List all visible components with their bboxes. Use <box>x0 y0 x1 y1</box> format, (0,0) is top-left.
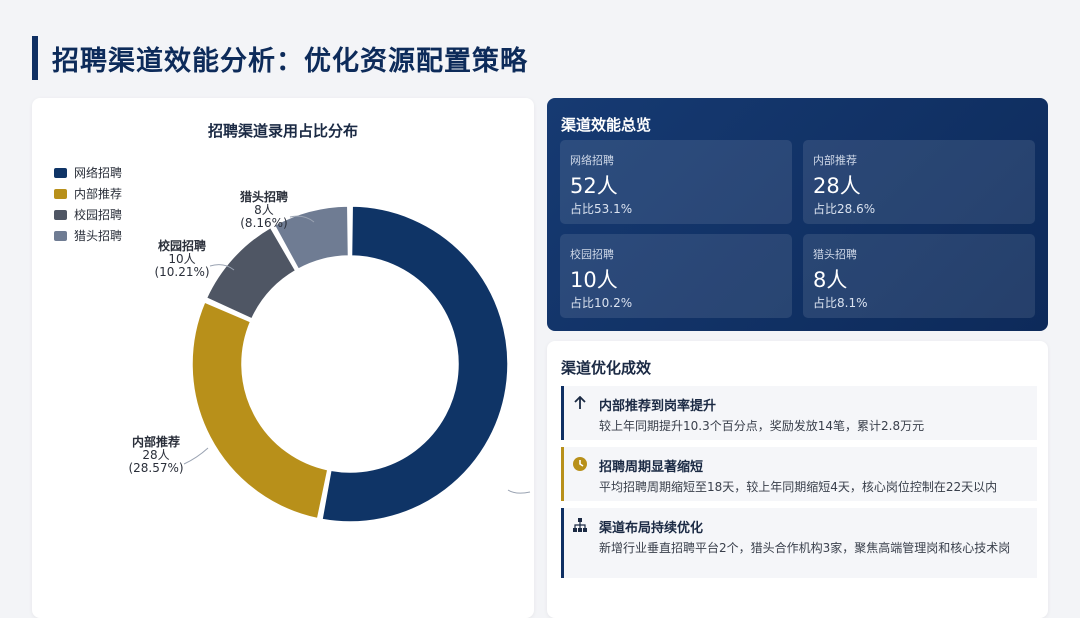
stat-label: 猎头招聘 <box>813 248 857 261</box>
result-description: 平均招聘周期缩短至18天，较上年同期缩短4天，核心岗位控制在22天以内 <box>599 480 998 494</box>
result-heading: 招聘周期显著缩短 <box>599 460 704 475</box>
stat-value: 8人 <box>813 268 848 292</box>
overview-card: 渠道效能总览 网络招聘 52人 占比53.1% 内部推荐 28人 占比28.6%… <box>547 98 1048 331</box>
donut-slice-referral[interactable] <box>191 301 329 520</box>
stat-value: 28人 <box>813 174 861 198</box>
arrow-up-icon <box>572 395 588 411</box>
legend-label: 网络招聘 <box>74 166 123 180</box>
result-heading: 内部推荐到岗率提升 <box>599 399 717 414</box>
stat-box-headhunter: 猎头招聘 8人 占比8.1% <box>803 234 1035 318</box>
stat-box-referral: 内部推荐 28人 占比28.6% <box>803 140 1035 224</box>
chart-legend: 网络招聘 内部推荐 校园招聘 猎头招聘 <box>54 162 122 246</box>
legend-item-network[interactable]: 网络招聘 <box>54 162 122 183</box>
stat-label: 校园招聘 <box>570 248 614 261</box>
leader-line-network <box>507 489 531 494</box>
stat-percent: 占比8.1% <box>813 296 868 310</box>
data-label: 内部推荐 28人(28.57%) <box>128 434 183 475</box>
leader-line <box>209 264 235 271</box>
donut-slice-campus[interactable] <box>205 226 297 320</box>
stat-box-campus: 校园招聘 10人 占比10.2% <box>560 234 792 318</box>
leader-line <box>183 447 209 465</box>
title-accent-bar <box>32 36 38 80</box>
leader-line <box>289 215 315 223</box>
stat-value: 52人 <box>570 174 618 198</box>
stat-box-network: 网络招聘 52人 占比53.1% <box>560 140 792 224</box>
results-title: 渠道优化成效 <box>561 359 652 377</box>
legend-swatch-campus <box>54 209 67 220</box>
network-icon <box>572 517 588 533</box>
stat-percent: 占比28.6% <box>813 202 876 216</box>
legend-swatch-referral <box>54 188 67 199</box>
donut-slice-headhunter[interactable] <box>273 205 350 271</box>
data-label: 猎头招聘 8人(8.16%) <box>240 189 288 230</box>
legend-item-referral[interactable]: 内部推荐 <box>54 183 122 204</box>
data-label: 校园招聘 10人(10.21%) <box>154 238 209 279</box>
result-item-cycle: 招聘周期显著缩短 平均招聘周期缩短至18天，较上年同期缩短4天，核心岗位控制在2… <box>561 447 1037 501</box>
results-card: 渠道优化成效 内部推荐到岗率提升 较上年同期提升10.3个百分点，奖励发放14笔… <box>547 341 1048 618</box>
chart-title: 招聘渠道录用占比分布 <box>207 122 358 140</box>
legend-swatch-network <box>54 167 67 178</box>
result-description: 新增行业垂直招聘平台2个，猎头合作机构3家，聚焦高端管理岗和核心技术岗 <box>599 541 1011 555</box>
legend-label: 校园招聘 <box>74 208 123 222</box>
result-item-referral: 内部推荐到岗率提升 较上年同期提升10.3个百分点，奖励发放14笔，累计2.8万… <box>561 386 1037 440</box>
clock-icon <box>572 456 588 472</box>
donut-chart: 猎头招聘 8人(8.16%) 校园招聘 10人(10.21%) 内部推荐 28人(28.5… <box>128 189 531 523</box>
page-title: 招聘渠道效能分析：优化资源配置策略 <box>52 45 528 77</box>
overview-title: 渠道效能总览 <box>561 116 652 134</box>
stat-percent: 占比53.1% <box>570 202 633 216</box>
legend-item-headhunter[interactable]: 猎头招聘 <box>54 225 122 246</box>
result-item-layout: 渠道布局持续优化 新增行业垂直招聘平台2个，猎头合作机构3家，聚焦高端管理岗和核… <box>561 508 1037 578</box>
stat-label: 网络招聘 <box>570 154 614 167</box>
legend-swatch-headhunter <box>54 230 67 241</box>
donut-slice-network[interactable] <box>321 205 509 523</box>
legend-label: 内部推荐 <box>74 187 123 201</box>
legend-item-campus[interactable]: 校园招聘 <box>54 204 122 225</box>
result-description: 较上年同期提升10.3个百分点，奖励发放14笔，累计2.8万元 <box>599 419 925 433</box>
stat-percent: 占比10.2% <box>570 296 633 310</box>
page-header: 招聘渠道效能分析：优化资源配置策略 <box>32 36 528 80</box>
chart-card: 招聘渠道录用占比分布 网络招聘 内部推荐 校园招聘 猎头招聘 猎头招聘 8人(8.… <box>32 98 534 618</box>
result-heading: 渠道布局持续优化 <box>599 521 704 536</box>
legend-label: 猎头招聘 <box>74 229 123 243</box>
stat-value: 10人 <box>570 268 618 292</box>
stat-label: 内部推荐 <box>813 154 857 167</box>
